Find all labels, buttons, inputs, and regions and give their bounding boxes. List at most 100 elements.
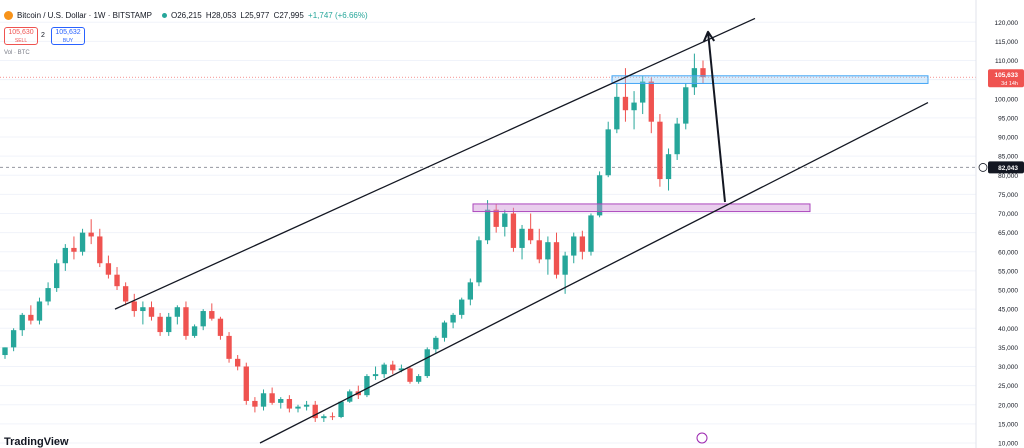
- candle-body: [209, 311, 215, 319]
- candle-body: [390, 364, 396, 371]
- candle-body: [19, 314, 25, 331]
- price-tick-label: 15,000: [998, 421, 1018, 428]
- candle-body: [596, 175, 603, 216]
- candle-body: [157, 316, 163, 333]
- candle-body: [295, 406, 301, 409]
- target-arrow-head: [702, 30, 716, 43]
- candle-body: [467, 282, 474, 300]
- price-tick-label: 100,000: [995, 96, 1019, 103]
- price-tick-label: 60,000: [998, 249, 1018, 256]
- candle-body: [691, 68, 698, 88]
- candle-body: [640, 81, 646, 103]
- resistance-zone: [611, 75, 929, 84]
- sell-button[interactable]: 105,630 SELL: [4, 27, 38, 45]
- candle-body: [122, 286, 129, 302]
- spread-value: 2: [41, 32, 45, 39]
- candle-body: [424, 349, 430, 377]
- symbol-title[interactable]: Bitcoin / U.S. Dollar · 1W · BITSTAMP: [17, 11, 152, 20]
- candle-body: [441, 322, 448, 338]
- price-tick-label: 25,000: [998, 383, 1018, 390]
- candle-body: [476, 240, 482, 283]
- candle-body: [234, 358, 241, 367]
- close-value: C27,995: [273, 11, 304, 20]
- candle-body: [286, 399, 293, 409]
- sell-price: 105,630: [8, 29, 34, 36]
- candle-body: [105, 263, 112, 275]
- candle-body: [62, 247, 68, 264]
- candle-body: [683, 87, 689, 124]
- candle-body: [191, 326, 198, 336]
- symbol-header: Bitcoin / U.S. Dollar · 1W · BITSTAMP O2…: [4, 11, 370, 20]
- candle-body: [665, 154, 672, 180]
- candle-body: [278, 399, 284, 403]
- candle-body: [28, 314, 34, 321]
- tradingview-logo: TradingView: [4, 436, 69, 448]
- candle-body: [148, 307, 155, 317]
- candle-body: [347, 391, 353, 402]
- candle-body: [140, 307, 146, 312]
- price-axis[interactable]: 120,000115,000110,000105,000100,00095,00…: [975, 0, 1024, 448]
- last-price-tag: [988, 69, 1024, 88]
- last-price-label: 105,633: [995, 72, 1019, 79]
- drawing-layer[interactable]: [114, 17, 929, 444]
- price-tick-label: 50,000: [998, 288, 1018, 295]
- support-zone: [472, 203, 811, 213]
- channel-upper-line: [114, 17, 756, 310]
- candle-body: [545, 242, 551, 260]
- target-arrow-line: [707, 31, 726, 203]
- candle-body: [10, 330, 17, 348]
- crosshair-price-tag: [988, 161, 1024, 174]
- price-tick-label: 20,000: [998, 402, 1018, 409]
- price-tick-label: 10,000: [998, 441, 1018, 448]
- high-value: H28,053: [205, 11, 237, 20]
- price-tick-label: 110,000: [995, 58, 1018, 65]
- candle-body: [657, 121, 663, 180]
- buy-price: 105,632: [55, 29, 81, 36]
- chart-grid: [0, 21, 976, 444]
- buy-button[interactable]: 105,632 BUY: [51, 27, 85, 45]
- candle-body: [484, 209, 491, 241]
- bitcoin-icon: [4, 11, 13, 20]
- candle-body: [321, 416, 327, 419]
- candle-body: [79, 232, 86, 252]
- candle-body: [312, 404, 318, 419]
- candle-body: [407, 368, 413, 382]
- candle-body: [364, 376, 370, 396]
- candle-body: [605, 129, 611, 176]
- candle-body: [536, 240, 542, 260]
- candle-body: [493, 209, 499, 227]
- price-tick-label: 55,000: [998, 268, 1018, 275]
- candle-body: [200, 311, 206, 327]
- price-tick-label: 45,000: [998, 307, 1018, 314]
- candle-body: [631, 102, 637, 111]
- candle-body: [588, 215, 594, 252]
- candle-body: [54, 263, 60, 289]
- candle-body: [527, 228, 534, 241]
- candle-body: [562, 255, 568, 275]
- candle-body: [2, 347, 8, 356]
- candle-body: [700, 68, 706, 78]
- price-tick-label: 90,000: [998, 135, 1018, 142]
- candle-body: [338, 401, 344, 417]
- candle-body: [571, 236, 577, 256]
- price-tick-label: 95,000: [998, 115, 1018, 122]
- candle-body: [450, 314, 456, 323]
- price-tick-label: 85,000: [998, 154, 1018, 161]
- volume-label[interactable]: Vol · BTC: [4, 50, 30, 56]
- candle-body: [226, 335, 232, 359]
- candle-body: [174, 307, 181, 317]
- candle-body: [183, 307, 189, 336]
- price-tick-label: 120,000: [995, 20, 1019, 27]
- candle-body: [252, 400, 258, 407]
- price-tick-label: 30,000: [998, 364, 1018, 371]
- buy-label: BUY: [62, 38, 74, 44]
- price-tick-label: 65,000: [998, 230, 1018, 237]
- candlestick-series: [2, 53, 706, 422]
- price-tick-label: 80,000: [998, 173, 1018, 180]
- price-tick-label: 115,000: [995, 39, 1018, 46]
- candle-body: [260, 393, 267, 407]
- change-value: +1,747 (+6.66%): [308, 11, 368, 20]
- candle-body: [614, 96, 620, 130]
- candle-body: [71, 247, 77, 252]
